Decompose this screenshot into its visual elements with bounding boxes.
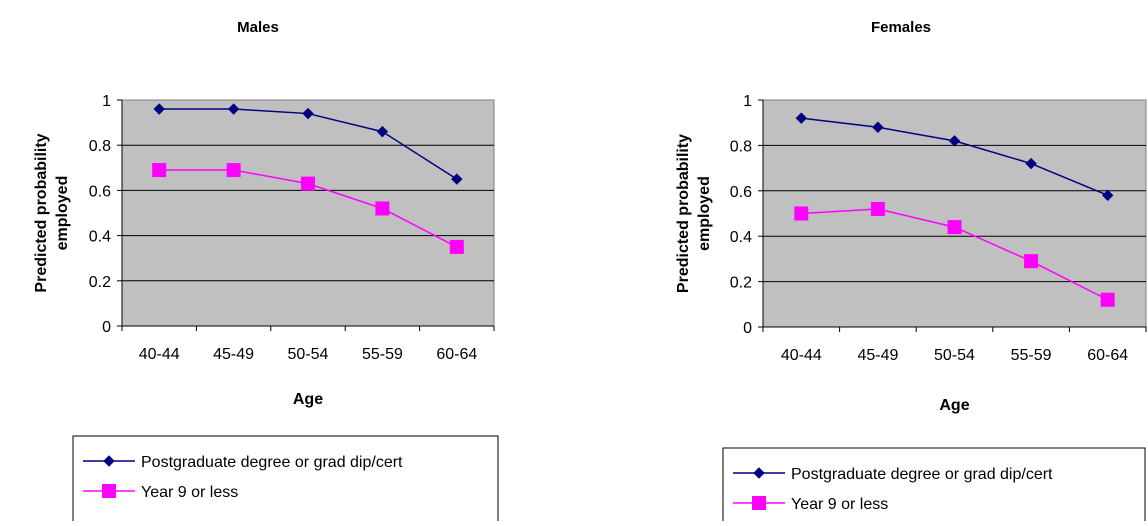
legend-box <box>722 447 1146 526</box>
plot-area <box>762 99 1147 328</box>
data-point <box>794 206 809 221</box>
legend-label: Postgraduate degree or grad dip/cert <box>141 454 403 471</box>
data-point <box>948 135 961 147</box>
data-point <box>153 103 165 115</box>
legend-swatch-marker <box>102 484 116 498</box>
data-point <box>376 125 389 138</box>
x-tick-label: 50-54 <box>288 346 329 363</box>
y-axis-title-line: employed <box>54 176 71 251</box>
data-point <box>301 176 315 191</box>
legend-swatch-marker <box>753 467 765 479</box>
legend-label: Year 9 or less <box>791 496 888 513</box>
legend-box <box>72 435 499 526</box>
x-tick-label: 55-59 <box>362 346 403 363</box>
legend-swatch-marker <box>103 455 115 467</box>
x-tick-label: 40-44 <box>139 346 180 363</box>
y-tick-label: 0.4 <box>89 229 111 246</box>
data-point <box>451 173 463 185</box>
x-tick-label: 40-44 <box>781 347 822 364</box>
y-tick-label: 1 <box>743 93 752 110</box>
y-axis-title: Predicted probability employed <box>675 134 713 293</box>
data-point <box>872 121 884 133</box>
y-tick-label: 0.8 <box>89 138 111 155</box>
chart-title: Males <box>237 19 279 36</box>
legend: Postgraduate degree or grad dip/cert Year… <box>722 447 1146 526</box>
x-tick-label: 45-49 <box>857 347 898 364</box>
data-point <box>375 201 390 216</box>
y-tick-label: 0 <box>743 320 752 337</box>
legend-label: Postgraduate degree or grad dip/cert <box>791 466 1053 483</box>
y-axis-title-line: employed <box>696 176 713 251</box>
y-tick-label: 0.2 <box>730 275 752 292</box>
y-tick-label: 0.4 <box>730 229 752 246</box>
plot-area <box>121 99 495 327</box>
data-point <box>1100 292 1115 307</box>
x-tick-label: 55-59 <box>1011 347 1052 364</box>
data-point <box>227 103 240 115</box>
data-point <box>226 163 241 178</box>
legend: Postgraduate degree or grad dip/cert Year… <box>72 435 499 526</box>
y-axis-title-line: Predicted probability <box>33 133 50 292</box>
x-axis-title: Age <box>293 391 323 408</box>
data-point <box>449 239 464 254</box>
x-tick-label: 60-64 <box>436 346 477 363</box>
chart-2: Females 0 0.2 0.4 0.6 0.8 1 40-44 45-49 50-54 55-5… <box>675 19 1147 526</box>
y-tick-label: 0.6 <box>730 184 752 201</box>
y-axis-title-line: Predicted probability <box>675 134 692 293</box>
y-tick-label: 0.2 <box>89 274 111 291</box>
y-tick-label: 1 <box>102 93 111 110</box>
y-axis-title: Predicted probability employed <box>33 133 71 292</box>
data-point <box>795 112 808 124</box>
chart-title: Females <box>871 19 931 36</box>
x-tick-label: 60-64 <box>1087 347 1128 364</box>
data-point <box>947 220 962 235</box>
data-point <box>302 107 314 120</box>
x-axis-title: Age <box>939 397 969 414</box>
x-tick-label: 45-49 <box>213 346 254 363</box>
y-tick-label: 0.8 <box>730 138 752 155</box>
legend-swatch-marker <box>752 496 766 510</box>
x-tick-label: 50-54 <box>934 347 975 364</box>
chart-1: Males 0 0.2 0.4 0.6 0.8 1 40-44 45-49 50-54 55-59 6… <box>33 19 499 526</box>
legend-label: Year 9 or less <box>141 484 238 501</box>
data-point <box>1025 157 1037 170</box>
data-point <box>1101 189 1114 202</box>
data-point <box>152 163 167 178</box>
y-tick-label: 0.6 <box>89 183 111 200</box>
data-point <box>1024 254 1039 269</box>
y-tick-label: 0 <box>102 319 111 336</box>
data-point <box>870 201 885 216</box>
